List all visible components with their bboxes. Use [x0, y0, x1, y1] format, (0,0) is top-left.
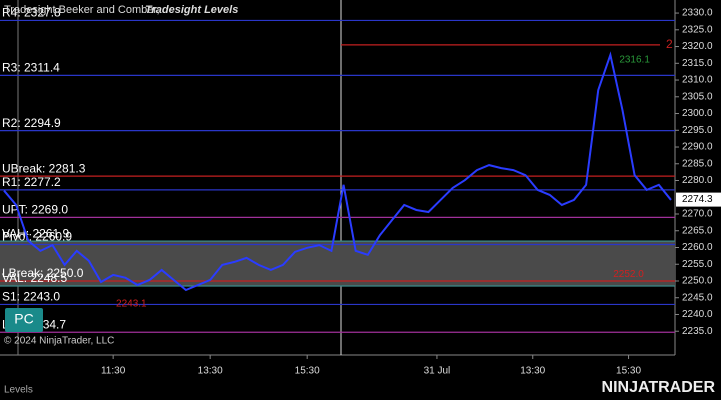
copyright: © 2024 NinjaTrader, LLC: [4, 336, 114, 347]
level-label: 2: [666, 37, 673, 51]
y-tick-label: 2240.0: [682, 309, 713, 320]
y-tick-label: 2245.0: [682, 292, 713, 303]
y-tick-label: 2290.0: [682, 142, 713, 153]
y-tick-label: 2255.0: [682, 259, 713, 270]
y-tick-label: 2325.0: [682, 24, 713, 35]
level-label: R3: 2311.4: [2, 61, 60, 75]
value-area: [0, 241, 675, 287]
price-layer: 2316.1 2252.0 2243.1: [3, 51, 672, 310]
x-tick-label: 13:30: [198, 366, 223, 377]
x-tick-label: 11:30: [101, 366, 126, 377]
x-tick-label: 15:30: [295, 366, 320, 377]
y-tick-label: 2265.0: [682, 225, 713, 236]
x-tick-label: 15:30: [616, 366, 641, 377]
y-tick-label: 2270.0: [682, 209, 713, 220]
value-area-layer: [0, 241, 675, 287]
y-tick-label: 2285.0: [682, 158, 713, 169]
y-tick-label: 2305.0: [682, 91, 713, 102]
last-price-label: 2274.3: [682, 194, 713, 205]
y-tick-label: 2300.0: [682, 108, 713, 119]
level-label: R2: 2294.9: [2, 116, 61, 130]
price-annotation: 2316.1: [619, 54, 650, 65]
y-tick-label: 2295.0: [682, 125, 713, 136]
level-label: Pivot: 2260.9: [2, 230, 72, 244]
level-label: S1: 2243.0: [2, 290, 60, 304]
level-label: UPT: 2269.0: [2, 203, 68, 217]
level-label: VAH: 2261.9: [2, 226, 69, 240]
y-tick-label: 2250.0: [682, 276, 713, 287]
level-label: UBreak: 2281.3: [2, 161, 86, 175]
badge-box[interactable]: [5, 308, 43, 332]
y-tick-label: 2330.0: [682, 8, 713, 19]
y-tick-label: 2320.0: [682, 41, 713, 52]
badge[interactable]: PC: [14, 311, 33, 327]
tab-label[interactable]: Levels: [4, 385, 33, 396]
price-line: [3, 51, 672, 292]
price-annotation: 2252.0: [613, 269, 644, 280]
x-tick-label: 31 Jul: [424, 366, 451, 377]
level-label: R1: 2277.2: [2, 175, 61, 189]
indicator-name: Tradesight Beeker and Comber,: [4, 4, 160, 16]
last-price-box: [676, 192, 721, 207]
level-label: VAL: 2248.5: [2, 271, 67, 285]
x-tick-label: 13:30: [520, 366, 545, 377]
y-tick-label: 2310.0: [682, 75, 713, 86]
level-label: R4: 2327.8: [2, 6, 61, 20]
y-tick-label: 2235.0: [682, 326, 713, 337]
y-tick-label: 2315.0: [682, 58, 713, 69]
price-annotation: 2243.1: [116, 299, 147, 310]
level-label: LBreak: 2250.0: [2, 266, 84, 280]
logo: NINJATRADER: [602, 379, 716, 396]
y-tick-label: 2280.0: [682, 175, 713, 186]
y-tick-label: 2260.0: [682, 242, 713, 253]
indicator-title: Tradesight Levels: [145, 4, 238, 16]
